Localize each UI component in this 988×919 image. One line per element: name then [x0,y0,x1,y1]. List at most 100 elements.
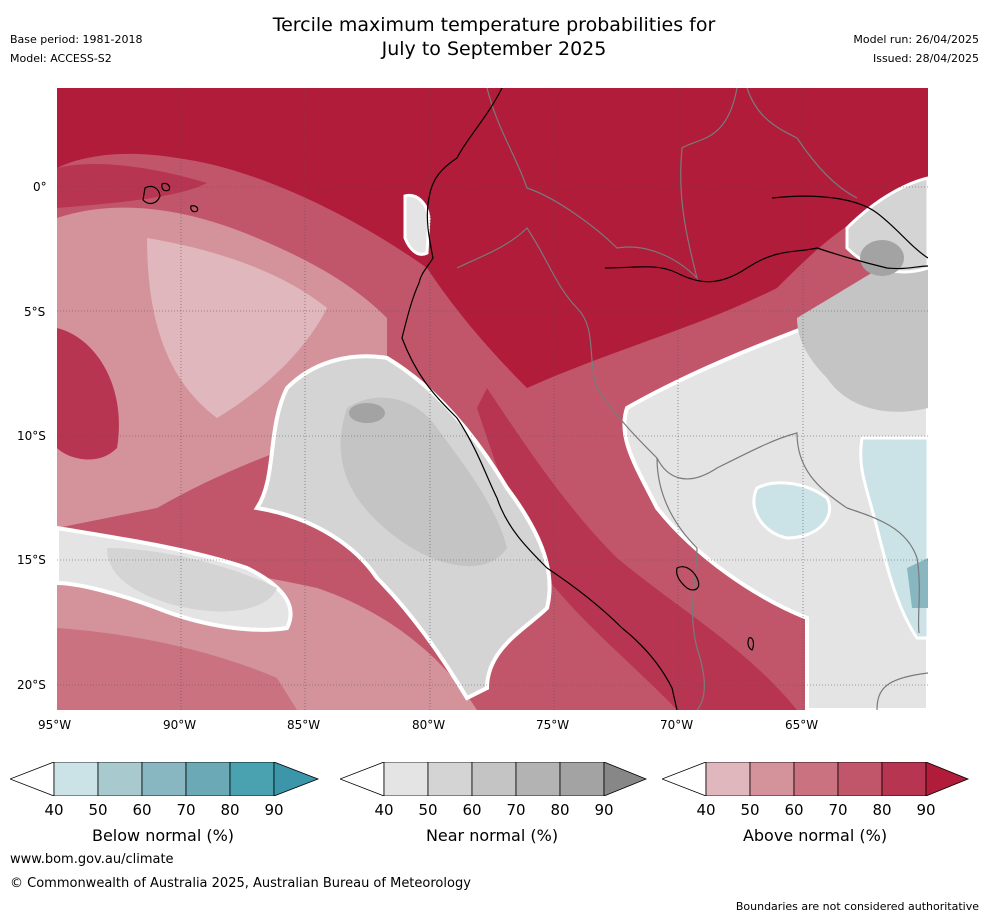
region-below-40-bolivia [752,481,831,540]
lon-label-90w: 90°W [163,718,197,732]
cb-near-tick-60: 60 [462,801,482,819]
colorbar-near [338,761,650,797]
issued-text: Issued: 28/04/2025 [872,52,979,65]
colorbar-near-svg [338,761,648,797]
bom-url-link[interactable]: www.bom.gov.au/climate [10,852,174,867]
colorbar-below-label: Below normal (%) [91,826,235,845]
probability-map [57,88,928,710]
lon-label-70w: 70°W [660,718,694,732]
colorbar-below-segment-40 [53,761,99,797]
lon-label-85w: 85°W [287,718,321,732]
cb-near-tick-70: 70 [506,801,526,819]
cb-near-tick-50: 50 [418,801,438,819]
region-near-ecuador [403,193,431,256]
region-above-80-north [57,163,207,208]
cb-above-tick-70: 70 [828,801,848,819]
colorbar-above [660,761,972,797]
colorbar-above-segment-50 [749,761,795,797]
colorbar-above-segment-40 [705,761,751,797]
region-near-60-ocean [340,397,507,567]
map-svg [57,88,928,710]
cb-below-tick-80: 80 [220,801,240,819]
colorbar-below [8,761,320,797]
colorbar-near-segment-40 [383,761,429,797]
coast-north-atlantic [771,195,928,259]
colorbar-above-label: Above normal (%) [742,826,888,845]
colorbar-above-segment-60 [793,761,839,797]
colorbar-near-segment-50 [427,761,473,797]
colorbar-near-label: Near normal (%) [425,826,559,845]
colorbar-below-max-extend [273,761,320,797]
cb-near-tick-80: 80 [550,801,570,819]
colorbar-below-segment-80 [229,761,275,797]
coastlines [142,88,928,710]
colorbar-near-segment-70 [515,761,561,797]
region-above-40 [147,238,327,418]
map-title: Tercile maximum temperature probabilitie… [0,13,988,61]
cb-above-tick-90: 90 [916,801,936,819]
region-above-90-north [57,88,928,388]
cb-near-tick-40: 40 [374,801,394,819]
border-bolivia-brazil [846,507,920,634]
model-text: Model: ACCESS-S2 [10,52,112,65]
colorbar-near-segment-60 [471,761,517,797]
region-above-60-south [57,628,297,710]
border-paraguay [876,672,928,710]
cb-below-tick-90: 90 [264,801,284,819]
lat-label-15s: 15°S [17,553,46,567]
lake-poopo [747,637,755,651]
cb-above-tick-50: 50 [740,801,760,819]
colorbar-below-segment-60 [141,761,187,797]
lat-label-5s: 5°S [24,305,46,319]
cb-above-tick-80: 80 [872,801,892,819]
border-peru-brazil [456,227,848,509]
cb-below-tick-40: 40 [44,801,64,819]
colorbar-above-max-extend [925,761,970,797]
river-amazon [604,247,928,283]
galapagos-san-cristobal [190,205,199,213]
map-title-line2: July to September 2025 [381,38,607,60]
region-near-60-east [797,238,928,412]
lat-label-20s: 20°S [17,678,46,692]
lat-label-0: 0° [33,180,47,194]
lat-label-10s: 10°S [17,429,46,443]
base-period-text: Base period: 1981-2018 [10,33,143,46]
model-run-text: Model run: 26/04/2025 [853,33,979,46]
coast-pacific-south-america [401,88,678,710]
colorbar-below-segment-70 [185,761,231,797]
colorbar-below-svg [8,761,320,797]
colorbar-near-max-extend [603,761,648,797]
lake-titicaca [676,566,700,591]
galapagos-santa-cruz [161,182,171,192]
lon-label-95w: 95°W [38,718,72,732]
graticule [57,88,928,710]
cb-below-tick-70: 70 [176,801,196,819]
region-near-80-spot [349,403,385,423]
colorbar-near-min-extend [338,761,385,797]
colorbar-above-segment-80 [881,761,927,797]
cb-above-tick-40: 40 [696,801,716,819]
border-peru-bolivia [656,457,706,710]
border-venezuela [746,88,858,199]
copyright-text: © Commonwealth of Australia 2025, Austra… [10,876,471,891]
colorbar-above-svg [660,761,970,797]
country-borders [456,88,928,710]
map-title-line1: Tercile maximum temperature probabilitie… [272,14,716,36]
lon-label-80w: 80°W [412,718,446,732]
region-below-60-east [907,558,928,608]
cb-below-tick-60: 60 [132,801,152,819]
cb-near-tick-90: 90 [594,801,614,819]
region-near-80-northeast [860,240,904,276]
colorbar-near-segment-80 [559,761,605,797]
region-near-50-southwest [107,548,277,612]
colorbar-above-segment-70 [837,761,883,797]
colorbar-below-segment-50 [97,761,143,797]
lon-label-75w: 75°W [536,718,570,732]
lon-label-65w: 65°W [785,718,819,732]
disclaimer-text: Boundaries are not considered authoritat… [735,900,979,913]
region-above-80-west [57,328,119,460]
galapagos-isabela [142,185,161,205]
colorbar-below-min-extend [8,761,55,797]
cb-below-tick-50: 50 [88,801,108,819]
border-colombia [486,88,738,280]
